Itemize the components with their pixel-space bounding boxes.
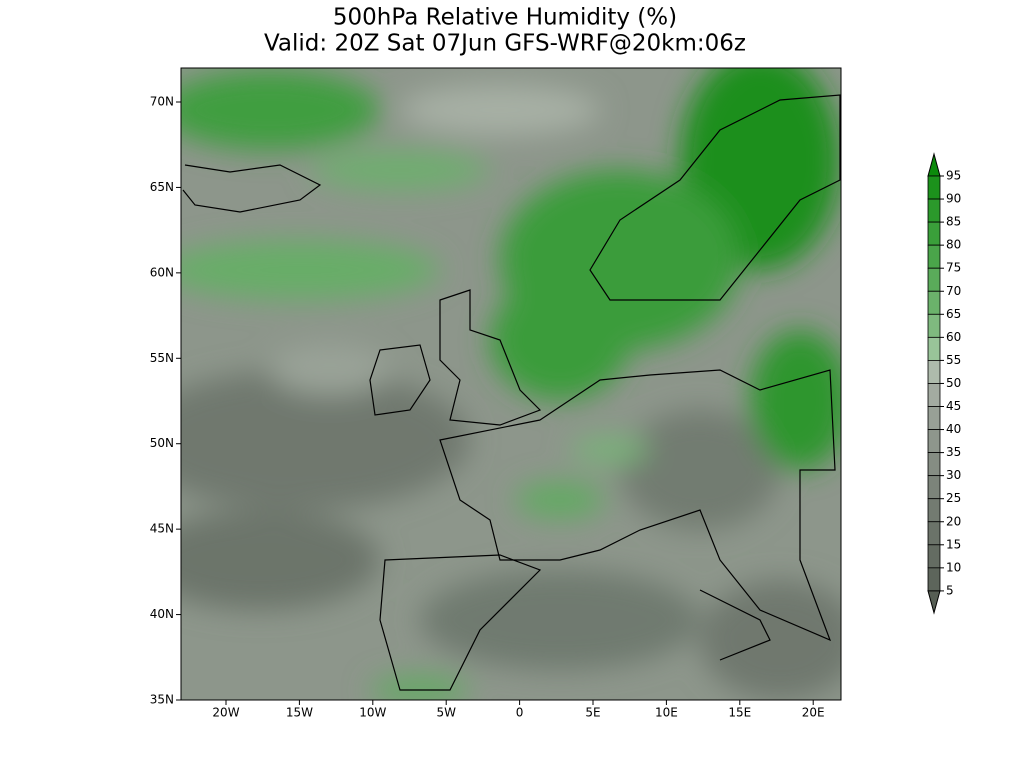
lat-label: 40N	[150, 607, 174, 621]
colorbar-label: 25	[946, 491, 961, 505]
colorbar-label: 40	[946, 422, 961, 436]
colorbar-label: 45	[946, 399, 961, 413]
colorbar-label: 90	[946, 192, 961, 206]
lon-label: 5W	[436, 706, 456, 720]
title-line-1: 500hPa Relative Humidity (%)	[333, 5, 677, 31]
colorbar-box	[927, 567, 941, 592]
colorbar-box	[927, 452, 941, 477]
colorbar-label: 60	[946, 330, 961, 344]
colorbar-box	[927, 406, 941, 430]
humidity-field	[181, 68, 841, 700]
lat-label: 50N	[150, 436, 174, 450]
colorbar-label: 50	[946, 376, 961, 390]
colorbar-label: 70	[946, 284, 961, 298]
lon-label: 0	[516, 706, 524, 720]
lon-label: 20W	[212, 706, 239, 720]
colorbar-label: 85	[946, 215, 961, 229]
colorbar-label: 20	[946, 514, 961, 528]
lon-label: 10W	[359, 706, 386, 720]
colorbar: 95 90 85 80 75 70 65 60 55 50 45 40 35 30 25 20 15 10 5	[927, 152, 961, 615]
colorbar-label: 5	[946, 583, 954, 597]
lon-label: 5E	[585, 706, 600, 720]
map-frame	[180, 67, 842, 701]
colorbar-label: 10	[946, 560, 961, 574]
colorbar-box	[927, 498, 941, 523]
colorbar-box	[927, 383, 941, 407]
colorbar-arrow-top	[927, 152, 941, 177]
colorbar-box	[927, 221, 941, 246]
colorbar-box	[927, 336, 941, 361]
lon-label: 20E	[802, 706, 825, 720]
lon-label: 15W	[286, 706, 313, 720]
colorbar-label: 65	[946, 307, 961, 321]
colorbar-label: 15	[946, 537, 961, 551]
colorbar-arrow-bottom	[927, 590, 941, 615]
colorbar-box	[927, 175, 941, 200]
title-line-2: Valid: 20Z Sat 07Jun GFS-WRF@20km:06z	[264, 31, 746, 57]
colorbar-label: 30	[946, 468, 961, 482]
colorbar-box	[927, 521, 941, 546]
lat-label: 45N	[150, 522, 174, 536]
colorbar-box	[927, 198, 941, 223]
colorbar-label: 35	[946, 445, 961, 459]
lat-label: 35N	[150, 693, 174, 707]
lat-label: 60N	[150, 265, 174, 279]
colorbar-label: 55	[946, 353, 961, 367]
colorbar-box	[927, 290, 941, 315]
colorbar-label: 75	[946, 261, 961, 275]
lat-label: 70N	[150, 95, 174, 109]
colorbar-box	[927, 544, 941, 569]
lat-label: 65N	[150, 180, 174, 194]
colorbar-label: 95	[946, 169, 961, 183]
colorbar-label: 80	[946, 238, 961, 252]
colorbar-box	[927, 313, 941, 338]
lon-label: 15E	[728, 706, 751, 720]
colorbar-box	[927, 267, 941, 292]
lat-label: 55N	[150, 351, 174, 365]
axis-ticks: 70N 65N 60N 55N 50N 45N 40N 35N 20W 15W 10W 5W 0 5E 10…	[150, 95, 825, 720]
colorbar-box	[927, 359, 941, 384]
lon-label: 10E	[655, 706, 678, 720]
colorbar-box	[927, 244, 941, 269]
colorbar-box	[927, 429, 941, 453]
colorbar-box	[927, 475, 941, 500]
